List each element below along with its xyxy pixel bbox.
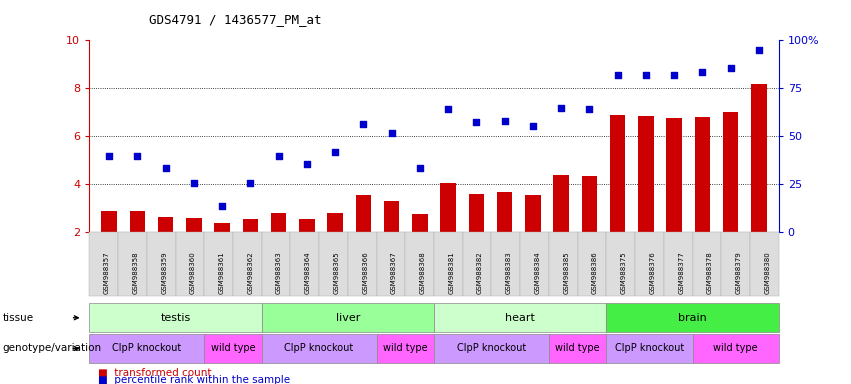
- Bar: [638, 116, 654, 232]
- Text: GSM988377: GSM988377: [678, 251, 684, 294]
- Text: GSM988359: GSM988359: [161, 251, 167, 294]
- Text: genotype/variation: genotype/variation: [3, 343, 101, 354]
- Text: heart: heart: [505, 313, 535, 323]
- Point: [357, 121, 370, 127]
- Point: [667, 72, 681, 78]
- Point: [328, 149, 342, 155]
- Text: GSM988361: GSM988361: [219, 251, 225, 294]
- Point: [187, 180, 201, 186]
- Text: GSM988384: GSM988384: [534, 251, 540, 294]
- Text: GSM988378: GSM988378: [707, 251, 713, 294]
- Point: [639, 72, 653, 78]
- Bar: [440, 183, 456, 232]
- Point: [442, 106, 455, 112]
- Text: wild type: wild type: [556, 343, 600, 354]
- Text: GSM988364: GSM988364: [305, 251, 311, 294]
- Text: GSM988362: GSM988362: [248, 251, 254, 294]
- Text: GSM988368: GSM988368: [420, 251, 426, 294]
- Text: GDS4791 / 1436577_PM_at: GDS4791 / 1436577_PM_at: [149, 13, 322, 26]
- Text: tissue: tissue: [3, 313, 34, 323]
- Point: [724, 65, 738, 71]
- Text: wild type: wild type: [713, 343, 758, 354]
- Text: GSM988382: GSM988382: [477, 251, 483, 294]
- Bar: [384, 201, 399, 232]
- Text: GSM988365: GSM988365: [334, 251, 340, 294]
- Point: [130, 152, 144, 159]
- Point: [611, 72, 625, 78]
- Point: [554, 104, 568, 111]
- Point: [752, 47, 766, 53]
- Point: [526, 122, 540, 129]
- Bar: [243, 219, 258, 232]
- Text: wild type: wild type: [211, 343, 255, 354]
- Text: ■  percentile rank within the sample: ■ percentile rank within the sample: [98, 375, 290, 384]
- Text: GSM988381: GSM988381: [448, 251, 454, 294]
- Bar: [525, 195, 540, 232]
- Text: ClpP knockout: ClpP knockout: [614, 343, 684, 354]
- Text: GSM988386: GSM988386: [592, 251, 598, 294]
- Point: [470, 119, 483, 125]
- Bar: [722, 112, 739, 232]
- Bar: [553, 175, 569, 232]
- Bar: [101, 211, 117, 232]
- Point: [385, 130, 398, 136]
- Bar: [158, 217, 174, 232]
- Text: liver: liver: [335, 313, 360, 323]
- Text: GSM988358: GSM988358: [133, 251, 139, 294]
- Text: ClpP knockout: ClpP knockout: [112, 343, 181, 354]
- Text: GSM988383: GSM988383: [505, 251, 511, 294]
- Point: [413, 164, 426, 170]
- Text: wild type: wild type: [383, 343, 427, 354]
- Bar: [299, 219, 315, 232]
- Bar: [271, 213, 287, 232]
- Bar: [666, 118, 682, 232]
- Bar: [610, 115, 625, 232]
- Point: [271, 152, 285, 159]
- Bar: [356, 195, 371, 232]
- Bar: [581, 176, 597, 232]
- Text: GSM988379: GSM988379: [735, 251, 741, 294]
- Bar: [328, 213, 343, 232]
- Text: GSM988357: GSM988357: [104, 251, 110, 294]
- Bar: [214, 223, 230, 232]
- Text: GSM988375: GSM988375: [620, 251, 626, 294]
- Bar: [751, 84, 767, 232]
- Text: ClpP knockout: ClpP knockout: [457, 343, 526, 354]
- Text: GSM988380: GSM988380: [764, 251, 770, 294]
- Bar: [412, 214, 428, 232]
- Point: [243, 180, 257, 186]
- Point: [215, 203, 229, 209]
- Text: testis: testis: [160, 313, 191, 323]
- Text: GSM988363: GSM988363: [276, 251, 282, 294]
- Text: ■  transformed count: ■ transformed count: [98, 368, 211, 378]
- Point: [583, 106, 597, 112]
- Point: [102, 152, 116, 159]
- Text: GSM988366: GSM988366: [363, 251, 368, 294]
- Point: [695, 68, 709, 74]
- Bar: [129, 211, 146, 232]
- Point: [159, 164, 173, 170]
- Text: GSM988367: GSM988367: [391, 251, 397, 294]
- Point: [498, 118, 511, 124]
- Text: GSM988376: GSM988376: [649, 251, 655, 294]
- Bar: [694, 117, 710, 232]
- Bar: [469, 194, 484, 232]
- Text: GSM988360: GSM988360: [190, 251, 196, 294]
- Bar: [497, 192, 512, 232]
- Text: GSM988385: GSM988385: [563, 251, 569, 294]
- Bar: [186, 218, 202, 232]
- Text: brain: brain: [678, 313, 707, 323]
- Point: [300, 161, 314, 167]
- Text: ClpP knockout: ClpP knockout: [284, 343, 354, 354]
